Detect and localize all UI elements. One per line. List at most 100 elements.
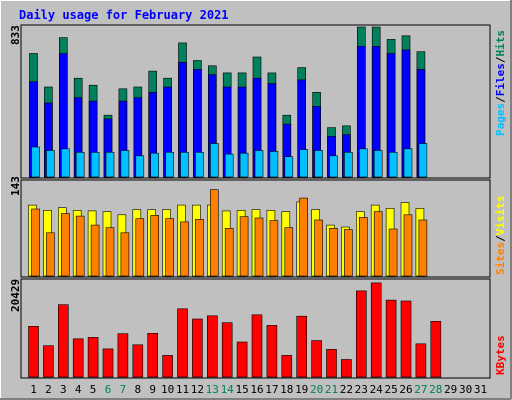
x-tick-label-22: 22 <box>340 383 353 396</box>
legend-kbytes: KBytes <box>494 335 507 375</box>
legend-sep-1: / <box>494 96 507 103</box>
x-tick-label-3: 3 <box>60 383 67 396</box>
bar-kbytes-day-2 <box>43 345 54 378</box>
x-tick-label-25: 25 <box>384 383 397 396</box>
x-axis-labels: 1 2 3 4 5 6 7 8 9 10 11 12 13 14 15 16 17 18 19 20 21 22 23 24 2… <box>30 383 487 396</box>
ymax-label-kbytes: 20429 <box>9 279 22 312</box>
chart-title: Daily usage for February 2021 <box>19 8 229 22</box>
bar-pages-day-17 <box>269 151 279 178</box>
bar-pages-day-12 <box>195 152 204 178</box>
bar-pages-day-19 <box>299 149 309 178</box>
bar-sites-day-17 <box>269 220 279 277</box>
bar-kbytes-day-7 <box>117 333 129 378</box>
x-tick-label-11: 11 <box>176 383 189 396</box>
x-tick-label-18: 18 <box>280 383 293 396</box>
x-tick-label-21: 21 <box>325 383 338 396</box>
bar-kbytes-day-20 <box>311 340 322 378</box>
x-tick-label-1: 1 <box>30 383 37 396</box>
legend-sep-3: / <box>494 235 507 242</box>
legend-sites: Sites <box>494 242 507 275</box>
bar-sites-day-14 <box>224 228 234 277</box>
bar-pages-day-5 <box>90 152 100 178</box>
bar-kbytes-day-15 <box>236 341 248 378</box>
bar-kbytes-day-3 <box>57 304 69 378</box>
bar-pages-day-10 <box>165 152 174 178</box>
bar-kbytes-day-28 <box>430 320 442 378</box>
bar-pages-day-1 <box>31 146 40 178</box>
bar-sites-day-18 <box>284 227 294 277</box>
bar-sites-day-27 <box>418 219 428 277</box>
x-tick-label-5: 5 <box>90 383 97 396</box>
ymax-label-hits: 833 <box>9 25 22 45</box>
x-tick-label-13: 13 <box>206 383 219 396</box>
bar-kbytes-day-1 <box>28 325 39 378</box>
x-tick-label-14: 14 <box>221 383 235 396</box>
bar-sites-day-5 <box>90 224 100 277</box>
bar-kbytes-day-21 <box>326 349 337 378</box>
x-tick-label-24: 24 <box>370 383 384 396</box>
bar-sites-day-24 <box>373 211 383 277</box>
svg-text:Pages/Files/Hits: Pages/Files/Hits <box>494 30 507 136</box>
bar-kbytes-day-27 <box>415 343 427 378</box>
legend-sep-2: / <box>494 56 507 63</box>
x-tick-label-20: 20 <box>310 383 323 396</box>
x-tick-label-8: 8 <box>134 383 141 396</box>
x-tick-label-7: 7 <box>120 383 127 396</box>
bar-pages-day-21 <box>329 155 338 178</box>
legend-files: Files <box>494 63 507 96</box>
bar-sites-day-15 <box>239 216 249 277</box>
bar-sites-day-20 <box>314 219 323 277</box>
bar-sites-day-25 <box>388 228 398 277</box>
bar-kbytes-day-9 <box>147 332 158 378</box>
bars-layer <box>28 26 442 378</box>
bar-kbytes-day-26 <box>400 300 412 378</box>
bar-pages-day-18 <box>284 156 294 178</box>
bar-kbytes-day-10 <box>162 355 173 378</box>
bar-sites-day-9 <box>150 215 159 277</box>
bar-sites-day-16 <box>254 217 264 277</box>
legend-pages: Pages <box>494 103 507 136</box>
svg-text:KBytes: KBytes <box>494 335 507 375</box>
bar-kbytes-day-18 <box>281 355 293 378</box>
bar-sites-day-22 <box>344 229 353 277</box>
x-tick-label-23: 23 <box>355 383 368 396</box>
bar-sites-day-4 <box>75 215 85 277</box>
bar-pages-day-25 <box>388 152 398 178</box>
bar-sites-day-3 <box>60 213 70 277</box>
bar-pages-day-15 <box>239 152 249 178</box>
bar-sites-day-23 <box>358 217 368 277</box>
bar-sites-day-2 <box>46 232 55 277</box>
bar-kbytes-day-6 <box>102 348 114 378</box>
bar-pages-day-14 <box>224 153 234 178</box>
ymax-label-visits: 143 <box>9 176 22 196</box>
bar-kbytes-day-14 <box>221 322 233 378</box>
bar-pages-day-23 <box>358 148 368 178</box>
bar-sites-day-7 <box>120 232 130 277</box>
bar-sites-day-19 <box>299 197 309 277</box>
x-tick-label-17: 17 <box>265 383 278 396</box>
bar-pages-day-22 <box>344 152 353 178</box>
bar-pages-day-8 <box>135 155 145 178</box>
bar-kbytes-day-8 <box>132 344 144 378</box>
bar-pages-day-9 <box>150 152 159 178</box>
bar-kbytes-day-11 <box>177 308 188 378</box>
x-tick-label-9: 9 <box>149 383 156 396</box>
bar-kbytes-day-24 <box>370 282 382 378</box>
bar-pages-day-7 <box>120 150 130 178</box>
bar-sites-day-10 <box>165 218 174 277</box>
x-tick-label-29: 29 <box>444 383 457 396</box>
bar-kbytes-day-4 <box>72 338 84 378</box>
bar-kbytes-day-19 <box>296 315 308 378</box>
x-tick-label-6: 6 <box>105 383 112 396</box>
bar-sites-day-1 <box>31 208 40 277</box>
bar-kbytes-day-25 <box>385 299 397 378</box>
bar-kbytes-day-17 <box>266 325 278 378</box>
bar-sites-day-8 <box>135 218 145 277</box>
x-tick-label-2: 2 <box>45 383 52 396</box>
bar-sites-day-13 <box>210 189 219 277</box>
x-tick-label-15: 15 <box>235 383 248 396</box>
x-tick-label-28: 28 <box>429 383 442 396</box>
bar-pages-day-20 <box>314 150 323 178</box>
bar-sites-day-12 <box>195 219 204 277</box>
